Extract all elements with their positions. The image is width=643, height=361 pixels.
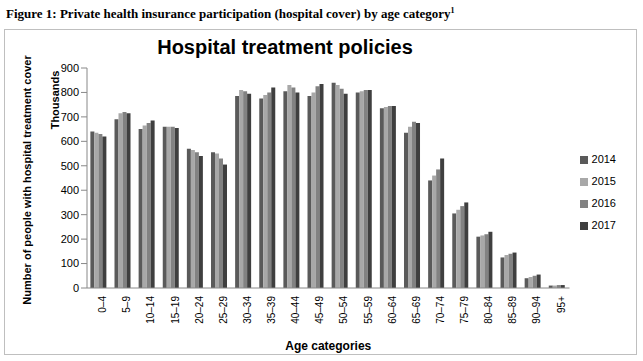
svg-text:900: 900	[61, 62, 79, 74]
html-text:Thousands: Thousands	[49, 70, 61, 130]
svg-text:65–69: 65–69	[411, 296, 422, 324]
svg-text:95+: 95+	[556, 296, 567, 313]
svg-text:200: 200	[61, 233, 79, 245]
svg-text:10–14: 10–14	[145, 296, 156, 324]
svg-text:0: 0	[73, 282, 79, 294]
svg-text:15–19: 15–19	[170, 296, 181, 324]
svg-text:5–9: 5–9	[121, 296, 132, 313]
svg-text:55–59: 55–59	[363, 296, 374, 324]
svg-text:75–79: 75–79	[459, 296, 470, 324]
svg-text:500: 500	[61, 160, 79, 172]
svg-text:35–39: 35–39	[266, 296, 277, 324]
svg-text:700: 700	[61, 111, 79, 123]
svg-text:85–89: 85–89	[507, 296, 518, 324]
html-text:Hospital treatment policies: Hospital treatment policies	[157, 36, 413, 58]
svg-text:90–94: 90–94	[531, 296, 542, 324]
svg-text:Age categories: Age categories	[285, 339, 371, 353]
svg-text:30–34: 30–34	[242, 296, 253, 324]
svg-text:70–74: 70–74	[435, 296, 446, 324]
svg-text:400: 400	[61, 184, 79, 196]
html-text:2017: 2017	[591, 219, 616, 231]
svg-text:800: 800	[61, 86, 79, 98]
svg-text:80–84: 80–84	[483, 296, 494, 324]
html-text:2015: 2015	[591, 175, 616, 187]
svg-text:300: 300	[61, 209, 79, 221]
svg-text:0–4: 0–4	[97, 296, 108, 313]
svg-text:45–49: 45–49	[314, 296, 325, 324]
svg-text:40–44: 40–44	[290, 296, 301, 324]
html-text:Number of people with hospital: Number of people with hospital treatment…	[21, 55, 33, 305]
html-text:2014: 2014	[591, 153, 616, 165]
html-text:2016: 2016	[591, 197, 616, 209]
svg-text:50–54: 50–54	[338, 296, 349, 324]
svg-text:100: 100	[61, 257, 79, 269]
svg-text:25–29: 25–29	[218, 296, 229, 324]
svg-text:60–64: 60–64	[387, 296, 398, 324]
svg-text:20–24: 20–24	[194, 296, 205, 324]
html-text:Figure 1: Private health insur: Figure 1: Private health insurance parti…	[6, 6, 455, 22]
svg-text:600: 600	[61, 135, 79, 147]
